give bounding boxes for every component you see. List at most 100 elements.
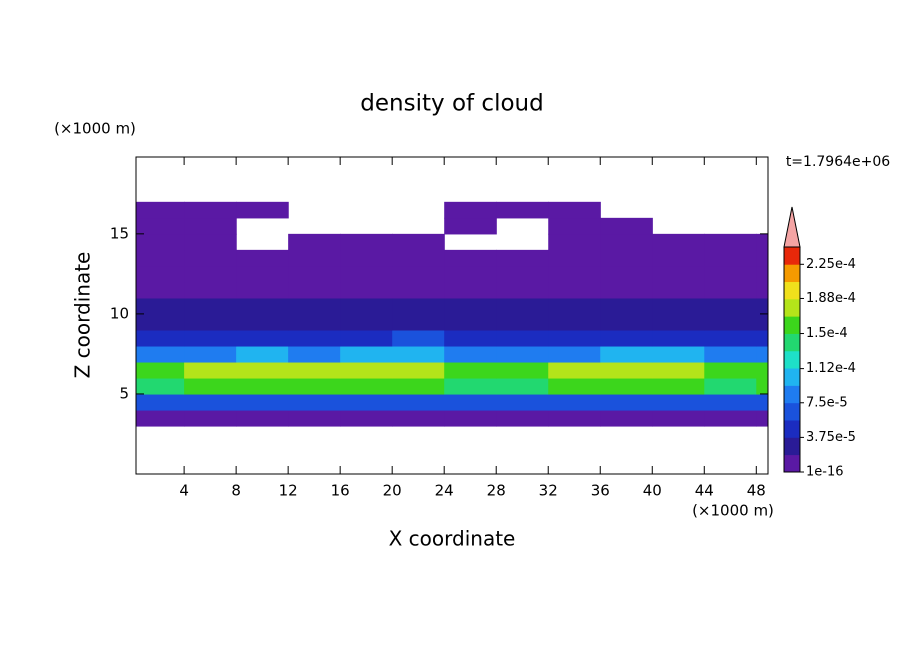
x-tick-label: 36 bbox=[591, 482, 610, 500]
contour-cell bbox=[184, 281, 237, 299]
contour-cell bbox=[236, 377, 289, 395]
contour-cell bbox=[288, 345, 341, 363]
contour-cell bbox=[136, 313, 185, 331]
contour-cell bbox=[444, 217, 497, 235]
contour-cell bbox=[136, 233, 185, 251]
contour-cell bbox=[496, 361, 549, 379]
x-tick-label: 16 bbox=[331, 482, 350, 500]
contour-cell bbox=[340, 377, 393, 395]
contour-cell bbox=[340, 313, 393, 331]
contour-cell bbox=[756, 313, 768, 331]
contour-cell bbox=[288, 313, 341, 331]
contour-cell bbox=[184, 313, 237, 331]
contour-cell bbox=[288, 281, 341, 299]
contour-cell bbox=[184, 249, 237, 267]
contour-cell bbox=[496, 201, 549, 219]
contour-cell bbox=[236, 393, 289, 411]
contour-cell bbox=[236, 409, 289, 427]
contour-cell bbox=[444, 201, 497, 219]
contour-cell bbox=[444, 345, 497, 363]
contour-cell bbox=[340, 281, 393, 299]
contour-cell bbox=[184, 217, 237, 235]
contour-cell bbox=[548, 377, 601, 395]
contour-cell bbox=[496, 409, 549, 427]
contour-cell bbox=[704, 377, 757, 395]
contour-cell bbox=[704, 409, 757, 427]
contour-cell bbox=[652, 345, 705, 363]
contour-cell bbox=[136, 281, 185, 299]
x-axis-label: X coordinate bbox=[389, 527, 516, 551]
contour-cell bbox=[444, 393, 497, 411]
contour-cell bbox=[392, 409, 445, 427]
colorbar-band bbox=[784, 402, 800, 421]
contour-cell bbox=[548, 249, 601, 267]
contour-cell bbox=[600, 329, 653, 347]
contour-cell bbox=[184, 377, 237, 395]
contour-cell bbox=[756, 281, 768, 299]
contour-cell bbox=[496, 265, 549, 283]
contour-cell bbox=[548, 313, 601, 331]
contour-cell bbox=[236, 249, 289, 267]
contour-cell bbox=[340, 393, 393, 411]
colorbar-band bbox=[784, 281, 800, 300]
contour-cell bbox=[756, 345, 768, 363]
contour-cell bbox=[704, 361, 757, 379]
contour-cell bbox=[756, 377, 768, 395]
contour-cell bbox=[704, 281, 757, 299]
contour-cell bbox=[756, 265, 768, 283]
y-tick-label: 15 bbox=[110, 224, 129, 242]
colorbar-band bbox=[784, 420, 800, 438]
contour-cell bbox=[288, 377, 341, 395]
contour-cell bbox=[652, 377, 705, 395]
contour-cell bbox=[496, 393, 549, 411]
colorbar-band bbox=[784, 316, 800, 334]
contour-cell bbox=[548, 297, 601, 315]
contour-cell bbox=[184, 265, 237, 283]
x-tick-label: 28 bbox=[487, 482, 506, 500]
contour-cell bbox=[444, 265, 497, 283]
contour-cell bbox=[288, 233, 341, 251]
contour-cell bbox=[652, 393, 705, 411]
contour-cell bbox=[288, 329, 341, 347]
contour-cell bbox=[652, 233, 705, 251]
contour-cell bbox=[392, 377, 445, 395]
contour-cell bbox=[600, 345, 653, 363]
colorbar-tick-label: 1e-16 bbox=[806, 465, 844, 480]
contour-cell bbox=[444, 313, 497, 331]
x-tick-label: 40 bbox=[643, 482, 662, 500]
colorbar-tick-label: 1.5e-4 bbox=[806, 326, 848, 341]
contour-cell bbox=[756, 361, 768, 379]
contour-cell bbox=[756, 233, 768, 251]
contour-cell bbox=[652, 297, 705, 315]
colorbar-band bbox=[784, 298, 800, 317]
contour-cell bbox=[600, 281, 653, 299]
contour-cell bbox=[184, 233, 237, 251]
y-tick-label: 10 bbox=[110, 304, 129, 322]
contour-cell bbox=[496, 313, 549, 331]
contour-cell bbox=[600, 393, 653, 411]
contour-cell bbox=[652, 361, 705, 379]
contour-cell bbox=[392, 265, 445, 283]
contour-cell bbox=[288, 297, 341, 315]
contour-cell bbox=[288, 409, 341, 427]
contour-cell bbox=[600, 297, 653, 315]
contour-cell bbox=[236, 201, 289, 219]
y-tick-label: 5 bbox=[119, 384, 129, 402]
colorbar-tick-label: 3.75e-5 bbox=[806, 430, 856, 445]
x-tick-label: 8 bbox=[231, 482, 241, 500]
contour-cell bbox=[444, 377, 497, 395]
contour-cell bbox=[392, 313, 445, 331]
contour-cell bbox=[444, 409, 497, 427]
contour-cell bbox=[136, 393, 185, 411]
chart-title: density of cloud bbox=[360, 91, 543, 117]
colorbar-band bbox=[784, 385, 800, 404]
contour-cell bbox=[184, 297, 237, 315]
contour-cell bbox=[652, 265, 705, 283]
contour-cell bbox=[340, 265, 393, 283]
y-axis-label: Z coordinate bbox=[71, 252, 95, 379]
contour-cell bbox=[184, 361, 237, 379]
contour-cell bbox=[236, 297, 289, 315]
contour-cell bbox=[496, 281, 549, 299]
contour-cell bbox=[600, 249, 653, 267]
